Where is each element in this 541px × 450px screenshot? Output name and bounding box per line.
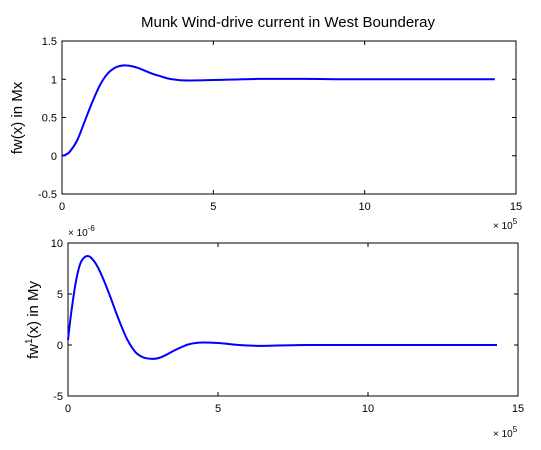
top-x-tick-label: 5 [210, 201, 216, 213]
bottom-x-tick-label: 10 [362, 403, 374, 415]
bottom-y-multiplier-base: × 10 [68, 228, 88, 239]
top-plot-area [61, 40, 517, 195]
top-y-tick-label: 0.5 [42, 113, 57, 125]
bottom-x-tick-label: 0 [65, 403, 71, 415]
top-chart-title: Munk Wind-drive current in West Boundera… [141, 14, 436, 31]
bottom-y-tick-label: 5 [57, 289, 63, 301]
bottom-y-multiplier-exp: -6 [88, 224, 96, 233]
bottom-y-tick-label: 0 [57, 340, 63, 352]
bottom-plot-area [67, 242, 519, 397]
top-y-tick-label: -0.5 [38, 189, 57, 201]
top-y-tick-label: 0 [51, 151, 57, 163]
top-x-multiplier: × 105 [493, 217, 518, 232]
bottom-x-multiplier-exp: 5 [513, 425, 518, 434]
top-x-tick-label: 0 [59, 201, 65, 213]
top-chart: Munk Wind-drive current in West Boundera… [9, 14, 522, 232]
bottom-x-multiplier: × 105 [493, 425, 518, 440]
top-y-tick-label: 1.5 [42, 36, 57, 48]
top-x-tick-label: 10 [359, 201, 371, 213]
bottom-y-axis-label-base: fw [25, 344, 42, 359]
top-y-axis-label: fw(x) in Mx [9, 81, 26, 154]
top-x-multiplier-base: × 10 [493, 221, 513, 232]
bottom-y-axis-label-rest: (x) in My [25, 280, 42, 338]
bottom-series-line [67, 255, 497, 360]
top-series-line [61, 64, 495, 157]
top-ticks: 0 5 10 15-0.500.511.5 [38, 36, 522, 213]
top-x-tick-label: 15 [510, 201, 522, 213]
bottom-y-multiplier: × 10-6 [68, 224, 95, 239]
bottom-x-tick-label: 5 [215, 403, 221, 415]
bottom-y-tick-label: 10 [51, 238, 63, 250]
bottom-x-tick-label: 15 [512, 403, 524, 415]
bottom-y-tick-label: -5 [53, 391, 63, 403]
bottom-y-axis-label: fw1(x) in My [24, 280, 42, 359]
bottom-y-axis-label-sup: 1 [24, 338, 35, 344]
bottom-x-multiplier-base: × 10 [493, 429, 513, 440]
top-x-multiplier-exp: 5 [513, 217, 518, 226]
top-y-tick-label: 1 [51, 74, 57, 86]
